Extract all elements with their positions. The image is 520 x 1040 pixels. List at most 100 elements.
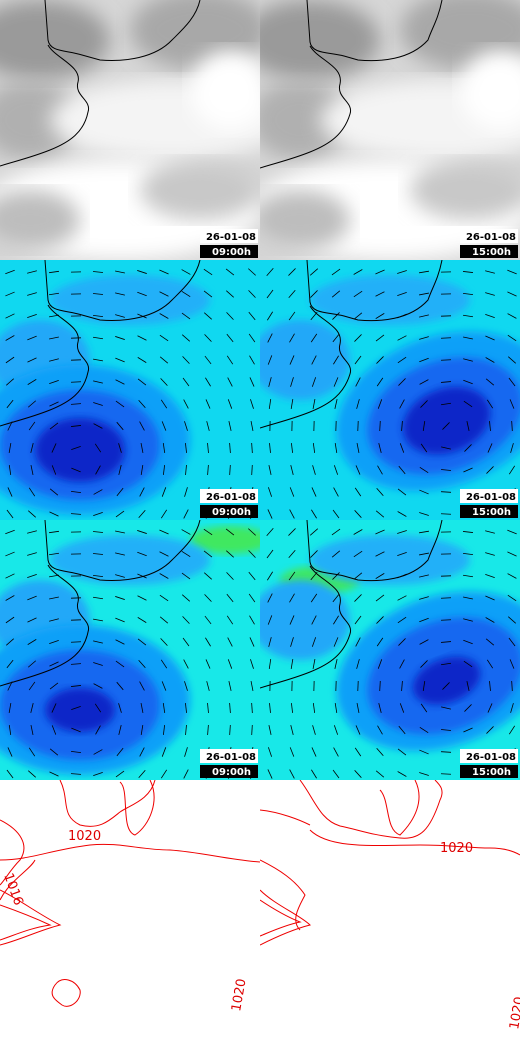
wind-arrow [356, 703, 360, 713]
wind-arrow [463, 639, 473, 645]
wind-arrow [440, 641, 452, 643]
wind-arrow [92, 314, 104, 318]
wind-arrow [93, 683, 103, 689]
wind-arrow [398, 638, 406, 646]
wind-arrow [464, 444, 472, 452]
coastline [260, 0, 443, 169]
wind-arrow [463, 660, 473, 668]
wind-arrow [463, 727, 473, 733]
wind-arrow [203, 572, 213, 580]
wind-arrow [333, 377, 339, 387]
wind-arrow [115, 357, 125, 363]
time-box [460, 505, 518, 518]
wind-arrow [160, 769, 168, 779]
time-box [200, 505, 258, 518]
isobar [379, 780, 420, 836]
wind-arrow [137, 638, 147, 646]
wind-arrow [5, 616, 15, 624]
wind-arrow [419, 574, 429, 578]
wind-arrow [139, 747, 145, 757]
wind-arrow [137, 270, 147, 274]
wind-arrow [442, 422, 450, 430]
wind-arrow [227, 637, 233, 647]
date-label: 26-01-08 [206, 752, 256, 763]
wind-arrow [289, 509, 295, 519]
time-label: 15:00h [472, 507, 511, 518]
wind-arrow [511, 680, 513, 692]
wind-arrow [93, 772, 103, 776]
wind-arrow [462, 574, 474, 578]
wind-arrow [487, 703, 493, 713]
wind-arrow [462, 271, 474, 273]
wind-arrow [355, 725, 361, 735]
wind-arrow [375, 594, 385, 602]
wind-zone [50, 535, 210, 585]
wind-arrow [140, 443, 144, 453]
wind-arrow [115, 770, 125, 778]
wind-arrow [354, 355, 362, 365]
wind-arrow [227, 659, 233, 669]
wind-arrow [353, 312, 363, 320]
wind-arrow [249, 355, 255, 365]
wind-arrow [248, 290, 256, 298]
wind-arrow [51, 725, 57, 735]
wind-arrow [137, 335, 147, 341]
wind-arrow [332, 333, 340, 343]
wind-arrow [289, 615, 295, 625]
wind-arrow [48, 292, 60, 296]
isobar [260, 809, 311, 826]
wind-arrow [288, 549, 296, 559]
wind-arrow [377, 659, 383, 669]
wind-arrow [311, 769, 317, 779]
wind-arrow [70, 425, 82, 427]
wind-arrow [510, 443, 514, 453]
wind-arrow [419, 552, 429, 556]
wind-arrow [93, 749, 103, 755]
wind-arrow [266, 527, 274, 537]
wind-arrow [140, 465, 144, 475]
wind-arrow [139, 487, 145, 497]
wind-arrow [509, 659, 515, 669]
wind-arrow [419, 726, 429, 734]
wind-arrow [27, 510, 37, 518]
wind-arrow [229, 702, 231, 714]
wind-arrow [267, 593, 273, 603]
wind-arrow [49, 358, 59, 362]
wind-arrow [379, 680, 381, 692]
wind-arrow [70, 663, 82, 665]
wind-arrow [183, 769, 189, 779]
wind-arrow [118, 465, 122, 475]
wind-arrow [463, 596, 473, 600]
isobar [260, 899, 302, 937]
wind-arrow [162, 442, 166, 454]
time-box [200, 765, 258, 778]
wind-arrow [353, 269, 363, 275]
wind-arrow [182, 356, 190, 364]
wind-arrow [184, 747, 188, 757]
wind-arrow [375, 551, 385, 557]
date-label: 26-01-08 [206, 232, 256, 243]
wind-arrow [419, 379, 429, 385]
coastline [0, 520, 201, 687]
wind-arrow [49, 380, 59, 384]
wind-arrow [48, 552, 60, 556]
wind-arrow [49, 771, 59, 777]
wind-arrow [49, 511, 59, 517]
wind-arrow [226, 593, 234, 603]
wind-arrow [331, 550, 341, 558]
wind-arrow [290, 465, 294, 475]
wind-arrow [28, 421, 36, 431]
wind-arrow [466, 681, 470, 691]
wind-arrow [183, 509, 189, 519]
wind-arrow [28, 487, 36, 497]
wind-arrow [309, 528, 319, 536]
wind-arrow [397, 511, 407, 517]
wind-arrow [353, 550, 363, 558]
time-label: 09:00h [212, 507, 251, 518]
wind-arrow [27, 530, 37, 534]
wind-arrow [28, 681, 36, 691]
contour-background [260, 780, 520, 1040]
wind-arrow [248, 528, 256, 536]
wind-arrow [354, 747, 362, 757]
wind-arrow [420, 400, 428, 408]
